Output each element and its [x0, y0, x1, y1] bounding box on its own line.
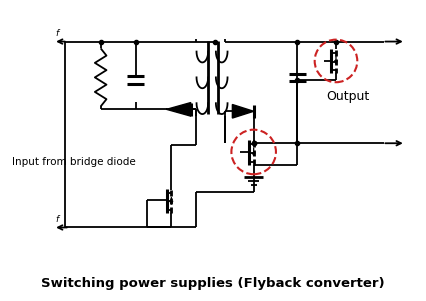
Text: f: f: [55, 215, 59, 224]
Text: Switching power supplies (Flyback converter): Switching power supplies (Flyback conver…: [41, 277, 385, 290]
Polygon shape: [167, 103, 191, 116]
Text: Input from bridge diode: Input from bridge diode: [12, 157, 135, 167]
Text: Output: Output: [326, 90, 369, 103]
Text: f: f: [55, 29, 59, 38]
Polygon shape: [232, 104, 253, 118]
